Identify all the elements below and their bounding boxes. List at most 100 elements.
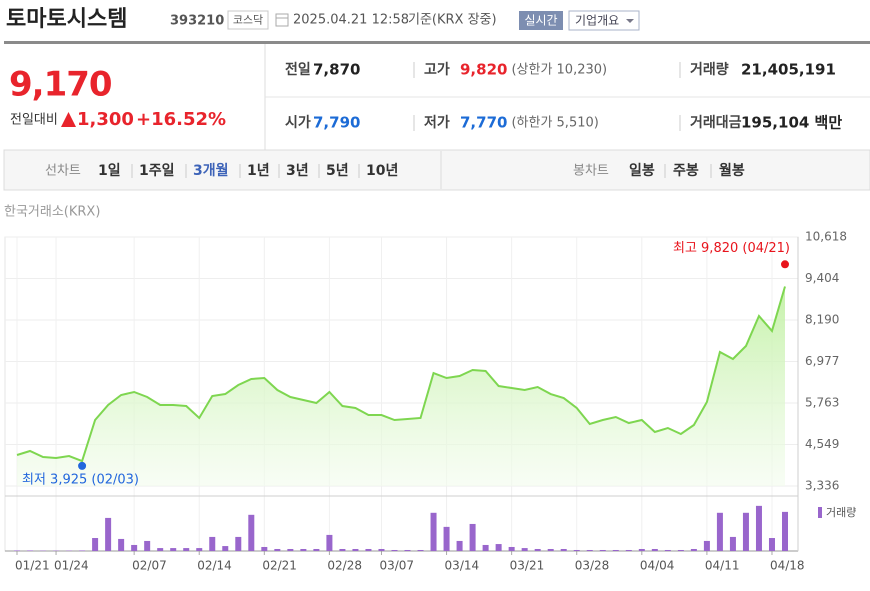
volume-bar (157, 548, 164, 551)
basis: 기준(KRX 장중) (408, 13, 497, 28)
volume-bar (508, 546, 515, 551)
volume-bar (690, 548, 697, 551)
x-tick-label: 02/21 (262, 559, 297, 573)
volume-bar (430, 512, 437, 551)
summary-value: 195,104 백만 (741, 114, 842, 132)
volume-bar (365, 548, 372, 551)
summary-label: 시가 (285, 115, 311, 131)
company-button[interactable] (568, 10, 640, 31)
volume-bar (105, 517, 112, 551)
volume-bar (716, 512, 723, 551)
chart: 3,336 4,549 5,763 6,977 8,190 9,404 10,618 01/2… (4, 230, 856, 573)
volume-bar (573, 549, 580, 551)
change-amount: 1,300 (77, 109, 134, 130)
market-badge (227, 10, 269, 30)
volume-bar (443, 526, 450, 551)
volume-bar (118, 538, 125, 551)
summary-label: 전일 (285, 61, 311, 78)
x-tick-label: 04/04 (640, 559, 675, 573)
current-price: 9,170 (9, 65, 112, 105)
volume-bar (79, 550, 86, 551)
volume-bar (782, 511, 788, 551)
volume-bar (703, 540, 710, 551)
volume-bar (742, 512, 749, 551)
volume-bar (131, 544, 138, 551)
volume-bar (469, 523, 476, 551)
volume-bar (326, 534, 333, 551)
volume-bar (638, 548, 645, 551)
period-tab[interactable]: 3년 (286, 163, 309, 179)
y-tick-label: 6,977 (805, 354, 839, 368)
period-tab[interactable]: 3개월 (193, 162, 229, 179)
summary-value: 7,770 (460, 114, 507, 132)
volume-bar (144, 540, 151, 551)
volume-bar (92, 538, 99, 551)
volume-bar (287, 548, 294, 551)
legend-label: 거래량 (826, 506, 856, 519)
up-arrow (61, 112, 76, 127)
legend-swatch (818, 507, 822, 518)
period-tab[interactable]: 1일 (98, 163, 121, 179)
volume-bar (547, 548, 554, 551)
summary-value: 7,870 (313, 61, 360, 79)
volume-bar (313, 548, 320, 551)
calendar-icon (275, 13, 289, 27)
x-tick-label: 03/21 (510, 559, 545, 573)
volume-bar (755, 505, 762, 551)
volume-bar (534, 548, 541, 551)
x-tick-label: 03/14 (445, 559, 480, 573)
x-tick-label: 04/18 (770, 559, 805, 573)
period-tab[interactable]: 10년 (366, 163, 398, 179)
volume-bar (599, 549, 606, 551)
volume-bar (209, 536, 216, 551)
company-label[interactable]: 기업개요 (575, 14, 619, 28)
summary-label: 고가 (424, 62, 450, 78)
volume-bar (235, 536, 242, 551)
dropdown-icon (626, 19, 634, 23)
volume-bar (261, 546, 268, 551)
area-fill (17, 286, 785, 486)
y-tick-label: 9,404 (805, 271, 839, 285)
summary-value: 9,820 (460, 61, 507, 79)
volume-bar (417, 549, 424, 551)
datetime: 2025.04.21 12:58 (293, 13, 409, 28)
x-tick-label: 01/21 (15, 559, 50, 573)
stock-name: 토마토시스템 (6, 7, 127, 32)
summary-note: (하한가 5,510) (511, 116, 598, 131)
volume-bar (27, 550, 34, 551)
volume-bar (521, 548, 528, 551)
candle-tab[interactable]: 주봉 (673, 163, 699, 179)
volume-bar (625, 549, 632, 551)
change-rate: +16.52% (136, 109, 226, 130)
realtime-button[interactable] (519, 11, 563, 30)
candle-tab[interactable]: 일봉 (629, 163, 655, 179)
y-tick-label: 10,618 (805, 230, 847, 244)
price-line (16, 286, 786, 463)
summary-note: (상한가 10,230) (511, 63, 607, 78)
period-tab[interactable]: 5년 (326, 163, 349, 179)
volume-bar (300, 548, 307, 551)
period-tab[interactable]: 1주일 (139, 163, 175, 179)
market-label: 코스닥 (233, 14, 263, 27)
period-tab[interactable]: 1년 (247, 163, 270, 179)
volume-bar (586, 549, 593, 551)
volume-bar (339, 548, 346, 551)
x-tick-label: 03/28 (575, 559, 610, 573)
change-label: 전일대비 (10, 113, 58, 128)
x-tick-label: 02/14 (197, 559, 232, 573)
candle-tab[interactable]: 월봉 (719, 162, 745, 179)
y-tick-label: 5,763 (805, 396, 839, 410)
summary-value: 21,405,191 (741, 61, 836, 79)
volume-bar (482, 544, 489, 551)
low-label: 최저 3,925 (02/03) (22, 472, 139, 487)
volume-bar (495, 544, 502, 551)
volume-bar (352, 548, 359, 551)
y-tick-label: 8,190 (805, 313, 839, 327)
volume-bar (274, 548, 281, 551)
realtime-label[interactable]: 실시간 (524, 14, 557, 28)
tab-bar (3, 149, 870, 191)
volume-bar (677, 549, 684, 551)
volume-bar (248, 514, 255, 551)
